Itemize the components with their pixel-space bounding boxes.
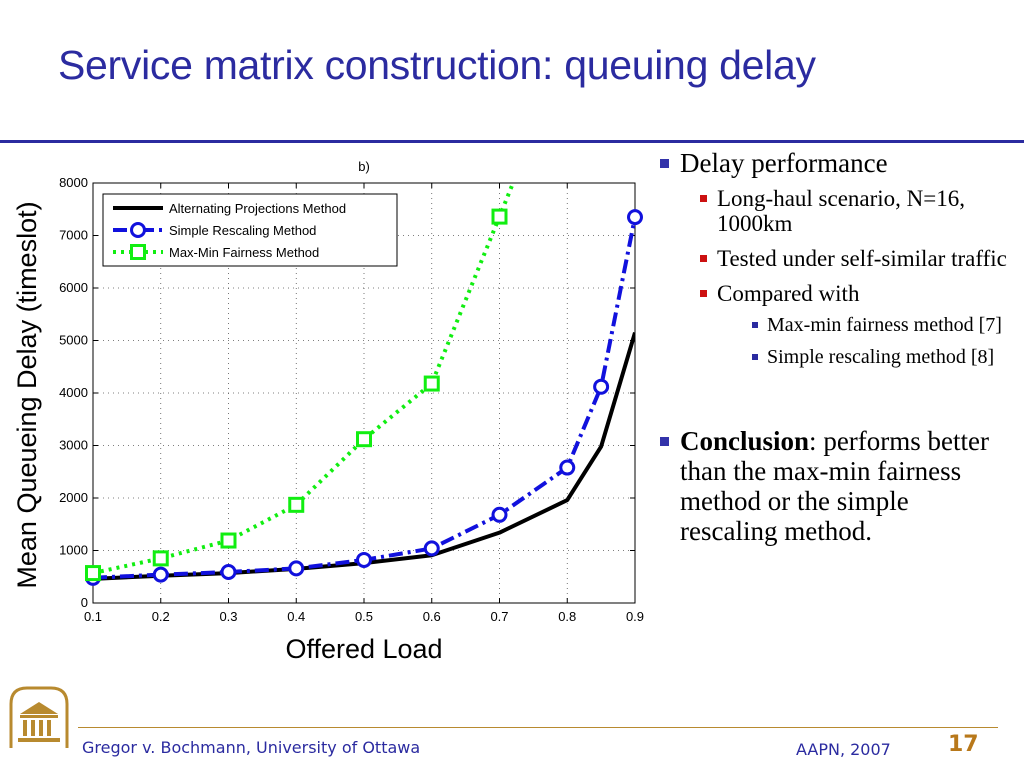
data-point <box>356 431 372 448</box>
building-icon <box>9 686 69 748</box>
series-line-1 <box>93 216 635 580</box>
data-point <box>627 209 643 226</box>
bullet-maxmin: Max-min fairness method [7] <box>750 314 1008 337</box>
footer-author: Gregor v. Bochmann, University of Ottawa <box>82 738 421 757</box>
page-number: 17 <box>948 732 979 757</box>
y-tick-label: 3000 <box>59 438 88 453</box>
data-point <box>85 565 101 582</box>
data-point <box>491 506 508 523</box>
tick-labels: 0.1 0.2 0.3 0.4 0.5 0.6 0.7 0.8 0.9 0 1000 2000 3000… <box>59 175 644 624</box>
data-point <box>491 208 508 225</box>
x-tick-label: 0.3 <box>219 609 237 624</box>
y-tick-label: 8000 <box>59 175 88 190</box>
bullet-text: Delay performance <box>680 148 888 178</box>
data-point <box>593 378 610 395</box>
bullet-marker <box>700 195 707 202</box>
chart-title: b) <box>358 159 370 174</box>
legend-label-2: Max-Min Fairness Method <box>169 245 319 260</box>
data-point <box>220 564 237 581</box>
x-tick-label: 0.2 <box>152 609 170 624</box>
data-point <box>288 496 305 513</box>
data-point <box>220 532 237 549</box>
y-tick-label: 7000 <box>59 228 88 243</box>
data-point <box>288 560 305 577</box>
x-tick-label: 0.7 <box>490 609 508 624</box>
series-0 <box>93 332 635 581</box>
bullet-list: Delay performance Long-haul scenario, N=… <box>658 148 1008 546</box>
legend-label-1: Simple Rescaling Method <box>169 223 316 238</box>
series-line-0 <box>93 332 635 581</box>
conclusion-text: Conclusion: performs better than the max… <box>680 426 1008 546</box>
legend: Alternating Projections Method Simple Res… <box>102 193 398 267</box>
conclusion-body: performs better than the max-min fairnes… <box>680 426 989 546</box>
y-tick-label: 0 <box>81 595 88 610</box>
bullet-delay-performance: Delay performance <box>658 148 1008 178</box>
data-point <box>423 540 440 557</box>
bullet-conclusion: Conclusion: performs better than the max… <box>658 426 1008 546</box>
y-tick-label: 5000 <box>59 333 88 348</box>
bullet-text: Long-haul scenario, N=16, 1000km <box>717 186 966 236</box>
data-point <box>356 551 372 568</box>
series-layer <box>85 183 643 586</box>
y-axis-label: Mean Queueing Delay (timeslot) <box>12 201 42 588</box>
footer-divider <box>78 727 998 728</box>
y-tick-label: 4000 <box>59 385 88 400</box>
bullet-marker <box>700 255 707 262</box>
bullet-marker <box>752 354 758 360</box>
data-point <box>423 375 440 392</box>
bullet-marker <box>700 290 707 297</box>
chart-svg: 0.1 0.2 0.3 0.4 0.5 0.6 0.7 0.8 0.9 0 1000 2000 3000… <box>12 159 644 664</box>
x-tick-label: 0.6 <box>423 609 441 624</box>
conclusion-colon: : <box>809 426 817 456</box>
data-point <box>152 550 169 567</box>
y-tick-label: 6000 <box>59 280 88 295</box>
bullet-marker <box>660 437 669 446</box>
bullet-compared: Compared with <box>698 281 1008 306</box>
bullet-marker <box>752 322 758 328</box>
bullet-long-haul: Long-haul scenario, N=16, 1000km <box>698 186 1008 236</box>
legend-marker-1 <box>130 222 146 238</box>
x-tick-label: 0.5 <box>355 609 373 624</box>
bullet-marker <box>660 159 669 168</box>
slide-title: Service matrix construction: queuing del… <box>58 42 816 88</box>
legend-label-0: Alternating Projections Method <box>169 201 346 216</box>
bullet-rescaling: Simple rescaling method [8] <box>750 346 1008 369</box>
data-point <box>559 459 576 476</box>
series-2 <box>85 183 515 582</box>
bullet-text: Tested under self-similar traffic <box>717 246 1007 271</box>
chart: 0.1 0.2 0.3 0.4 0.5 0.6 0.7 0.8 0.9 0 1000 2000 3000… <box>0 146 650 666</box>
x-tick-label: 0.8 <box>558 609 576 624</box>
bullet-self-similar: Tested under self-similar traffic <box>698 246 1008 271</box>
bullet-text: Simple rescaling method [8] <box>767 346 995 368</box>
series-line-2 <box>93 183 515 576</box>
bullet-text: Compared with <box>717 281 860 306</box>
bullet-text: Max-min fairness method [7] <box>767 314 1002 336</box>
x-tick-label: 0.9 <box>626 609 644 624</box>
y-tick-label: 1000 <box>59 543 88 558</box>
conclusion-label: Conclusion <box>680 426 810 456</box>
x-tick-label: 0.1 <box>84 609 102 624</box>
university-logo <box>6 684 72 755</box>
footer-venue: AAPN, 2007 <box>796 740 891 759</box>
legend-marker-2 <box>130 244 146 260</box>
x-tick-label: 0.4 <box>287 609 305 624</box>
x-axis-label: Offered Load <box>285 634 442 664</box>
title-divider <box>0 140 1024 143</box>
y-tick-label: 2000 <box>59 490 88 505</box>
data-point <box>152 566 169 583</box>
